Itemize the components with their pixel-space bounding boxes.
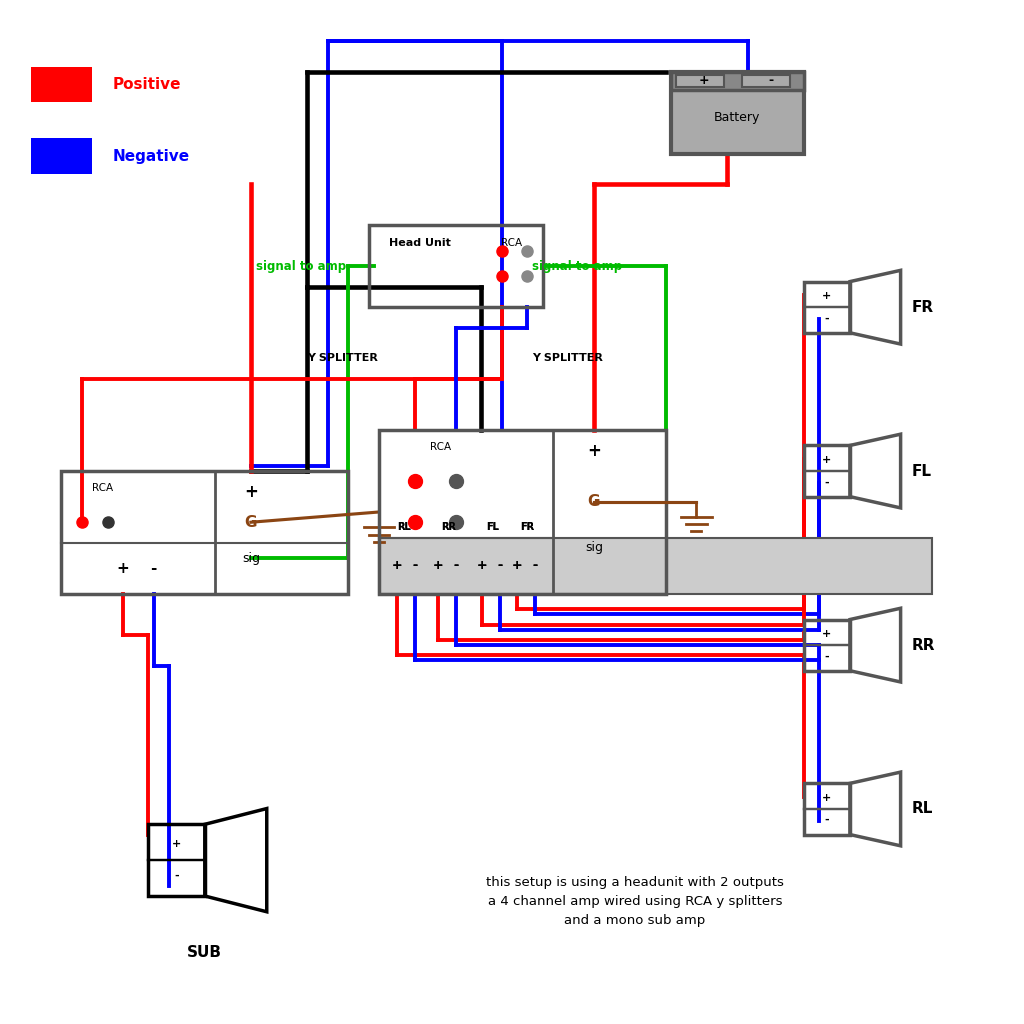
Text: Positive: Positive: [113, 78, 181, 92]
Text: -: -: [151, 561, 157, 575]
Text: +: +: [433, 559, 443, 571]
Bar: [369, 225, 543, 307]
Text: signal to amp: signal to amp: [532, 260, 623, 272]
Text: RR: RR: [441, 522, 456, 532]
Text: +: +: [477, 559, 487, 571]
Text: FR: FR: [911, 300, 934, 314]
Text: Negative: Negative: [113, 150, 189, 164]
Bar: [61, 471, 348, 594]
Text: -: -: [824, 477, 829, 487]
Bar: [148, 824, 205, 896]
Text: -: -: [497, 559, 503, 571]
Text: -: -: [768, 74, 773, 87]
Text: RCA: RCA: [430, 442, 451, 453]
Text: +: +: [698, 74, 710, 87]
Text: SUB: SUB: [187, 945, 222, 959]
Text: FR: FR: [520, 522, 535, 532]
Text: sig: sig: [585, 542, 603, 554]
Text: -: -: [453, 559, 459, 571]
Text: Battery: Battery: [714, 112, 761, 124]
Text: -: -: [824, 313, 829, 324]
Text: +: +: [433, 559, 443, 571]
Bar: [676, 75, 724, 87]
Text: -: -: [824, 815, 829, 825]
Text: -: -: [174, 871, 179, 881]
Text: Y SPLITTER: Y SPLITTER: [532, 353, 603, 364]
Text: +: +: [512, 559, 522, 571]
Bar: [671, 72, 804, 90]
Text: Head Unit: Head Unit: [389, 238, 451, 248]
Bar: [804, 620, 850, 671]
Text: +: +: [822, 291, 831, 301]
Text: RCA: RCA: [92, 483, 113, 494]
Text: -: -: [412, 559, 418, 571]
Bar: [379, 538, 932, 594]
Text: FL: FL: [486, 522, 499, 532]
Text: signal to amp: signal to amp: [256, 260, 346, 272]
Text: -: -: [453, 559, 459, 571]
Text: +: +: [117, 561, 129, 575]
Text: RL: RL: [911, 802, 933, 816]
Text: this setup is using a headunit with 2 outputs
a 4 channel amp wired using RCA y : this setup is using a headunit with 2 ou…: [486, 876, 783, 927]
Text: +: +: [477, 559, 487, 571]
Text: +: +: [822, 455, 831, 465]
Bar: [804, 282, 850, 333]
Text: -: -: [824, 651, 829, 662]
Text: -: -: [497, 559, 503, 571]
Text: -: -: [531, 559, 538, 571]
Text: -: -: [531, 559, 538, 571]
Text: Y SPLITTER: Y SPLITTER: [307, 353, 378, 364]
Text: RR: RR: [911, 638, 935, 652]
Bar: [31, 138, 92, 174]
Text: FL: FL: [486, 522, 499, 532]
Text: RR: RR: [441, 522, 456, 532]
Text: G: G: [588, 495, 600, 509]
Text: FR: FR: [520, 522, 535, 532]
Text: +: +: [512, 559, 522, 571]
Text: +: +: [392, 559, 402, 571]
Text: sig: sig: [242, 552, 260, 564]
Text: RL: RL: [397, 522, 412, 532]
Bar: [31, 67, 92, 102]
Text: RCA: RCA: [502, 238, 522, 248]
Bar: [804, 783, 850, 835]
Text: +: +: [172, 840, 181, 849]
Bar: [671, 72, 804, 154]
Text: +: +: [822, 629, 831, 639]
Text: FL: FL: [911, 464, 932, 478]
Text: RL: RL: [397, 522, 412, 532]
Bar: [804, 445, 850, 497]
Text: +: +: [587, 442, 601, 461]
Text: G: G: [245, 515, 257, 529]
Text: +: +: [822, 793, 831, 803]
Text: +: +: [392, 559, 402, 571]
Text: -: -: [412, 559, 418, 571]
Bar: [742, 75, 791, 87]
Text: +: +: [244, 483, 258, 502]
Bar: [379, 430, 666, 594]
